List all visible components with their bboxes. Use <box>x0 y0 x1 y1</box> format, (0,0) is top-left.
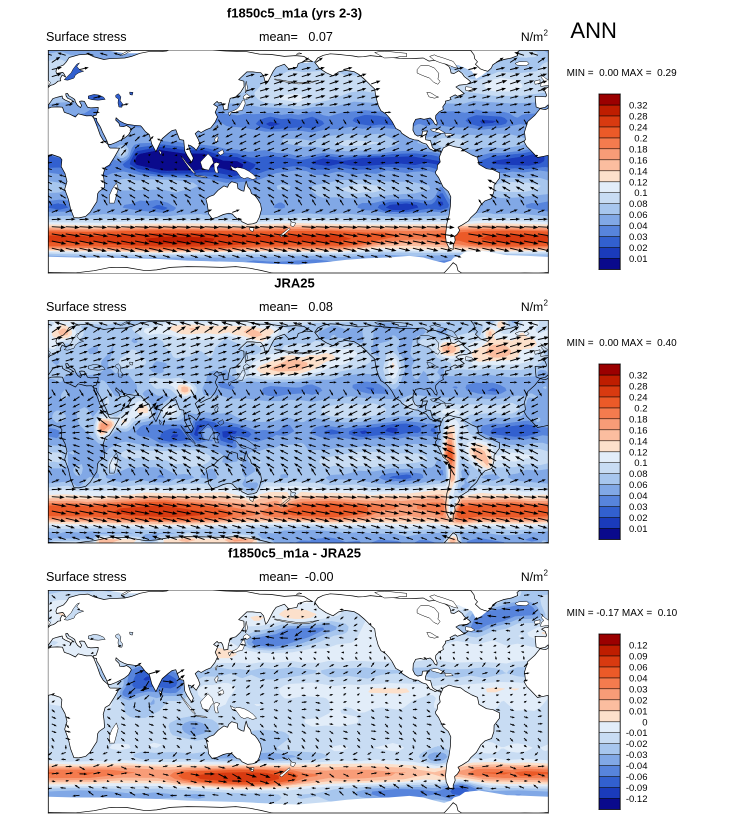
svg-text:N/m: N/m <box>521 30 543 44</box>
svg-text:ANN: ANN <box>570 18 616 43</box>
svg-text:0.2: 0.2 <box>634 403 647 414</box>
svg-text:-0.03: -0.03 <box>626 750 648 761</box>
svg-text:0.08: 0.08 <box>629 199 648 210</box>
svg-text:0.14: 0.14 <box>629 436 648 447</box>
svg-text:0.2: 0.2 <box>634 133 647 144</box>
svg-text:mean= 0.08: mean= 0.08 <box>259 300 333 314</box>
svg-text:MIN = 0.00 MAX = 0.29: MIN = 0.00 MAX = 0.29 <box>567 68 677 79</box>
svg-text:JRA25: JRA25 <box>274 276 314 291</box>
svg-text:0.12: 0.12 <box>629 177 648 188</box>
svg-text:0.24: 0.24 <box>629 392 648 403</box>
svg-text:Surface stress: Surface stress <box>46 30 127 44</box>
svg-text:f1850c5_m1a - JRA25: f1850c5_m1a - JRA25 <box>228 546 361 561</box>
svg-text:2: 2 <box>544 29 549 38</box>
svg-text:mean= 0.07: mean= 0.07 <box>259 30 333 44</box>
svg-text:-0.04: -0.04 <box>626 761 648 772</box>
svg-text:0.02: 0.02 <box>629 513 648 524</box>
svg-text:MIN = -0.17 MAX = 0.10: MIN = -0.17 MAX = 0.10 <box>567 608 678 619</box>
svg-text:0.01: 0.01 <box>629 524 648 535</box>
svg-text:0.04: 0.04 <box>629 491 648 502</box>
svg-text:0.12: 0.12 <box>629 640 648 651</box>
svg-text:0.08: 0.08 <box>629 469 648 480</box>
svg-text:-0.12: -0.12 <box>626 794 648 805</box>
svg-text:0.32: 0.32 <box>629 100 648 111</box>
svg-text:2: 2 <box>544 569 549 578</box>
svg-text:N/m: N/m <box>521 300 543 314</box>
svg-text:N/m: N/m <box>521 570 543 584</box>
svg-text:0: 0 <box>642 717 647 728</box>
svg-text:Surface stress: Surface stress <box>46 300 127 314</box>
svg-text:0.16: 0.16 <box>629 155 648 166</box>
svg-text:2: 2 <box>544 299 549 308</box>
svg-text:0.03: 0.03 <box>629 502 648 513</box>
svg-text:0.16: 0.16 <box>629 425 648 436</box>
svg-text:0.02: 0.02 <box>629 695 648 706</box>
svg-text:0.18: 0.18 <box>629 144 648 155</box>
svg-text:0.24: 0.24 <box>629 122 648 133</box>
svg-text:0.06: 0.06 <box>629 662 648 673</box>
svg-text:0.02: 0.02 <box>629 243 648 254</box>
svg-text:0.18: 0.18 <box>629 414 648 425</box>
svg-text:0.06: 0.06 <box>629 480 648 491</box>
svg-text:f1850c5_m1a (yrs 2-3): f1850c5_m1a (yrs 2-3) <box>227 6 362 21</box>
svg-text:-0.01: -0.01 <box>626 728 648 739</box>
svg-text:0.32: 0.32 <box>629 370 648 381</box>
svg-text:0.03: 0.03 <box>629 684 648 695</box>
svg-text:0.04: 0.04 <box>629 673 648 684</box>
svg-text:0.1: 0.1 <box>634 458 647 469</box>
svg-text:Surface stress: Surface stress <box>46 570 127 584</box>
svg-text:0.12: 0.12 <box>629 447 648 458</box>
svg-text:0.28: 0.28 <box>629 111 648 122</box>
svg-text:0.06: 0.06 <box>629 210 648 221</box>
svg-text:mean= -0.00: mean= -0.00 <box>259 570 334 584</box>
svg-text:-0.06: -0.06 <box>626 772 648 783</box>
svg-text:MIN = 0.00 MAX = 0.40: MIN = 0.00 MAX = 0.40 <box>567 338 677 349</box>
svg-text:0.09: 0.09 <box>629 651 648 662</box>
svg-text:0.28: 0.28 <box>629 381 648 392</box>
svg-text:0.01: 0.01 <box>629 706 648 717</box>
svg-text:0.14: 0.14 <box>629 166 648 177</box>
svg-text:0.04: 0.04 <box>629 221 648 232</box>
svg-text:-0.09: -0.09 <box>626 783 648 794</box>
svg-text:0.01: 0.01 <box>629 254 648 265</box>
svg-text:0.03: 0.03 <box>629 232 648 243</box>
svg-text:0.1: 0.1 <box>634 188 647 199</box>
svg-text:-0.02: -0.02 <box>626 739 648 750</box>
